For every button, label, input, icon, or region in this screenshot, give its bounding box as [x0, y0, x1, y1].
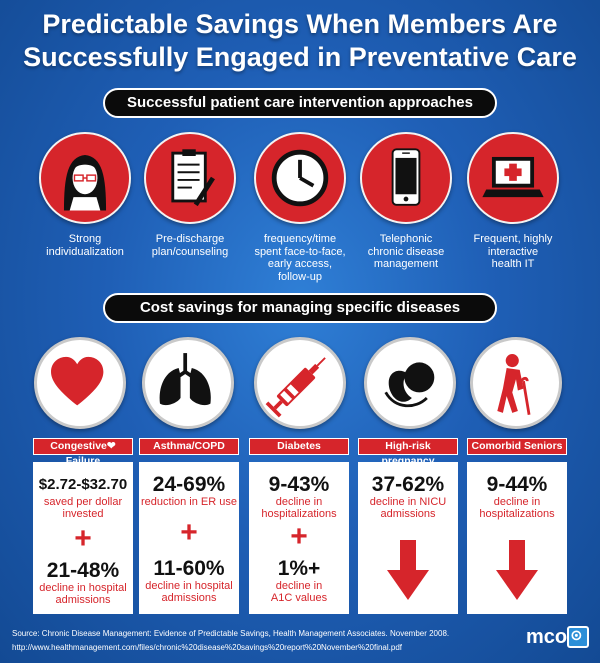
source-citation: Source: Chronic Disease Management: Evid…: [12, 629, 450, 638]
stat-hospital-admissions: 21-48%: [46, 559, 120, 582]
woman-avatar-icon: [39, 132, 131, 224]
page-title: Predictable Savings When Members Are Suc…: [0, 8, 600, 74]
card-asthma-copd: 24-69% reduction in ER use + 11-60% decl…: [139, 462, 239, 614]
label-asthma-copd: Asthma/COPD: [139, 438, 239, 455]
title-line-1: Predictable Savings When Members Are: [42, 9, 558, 39]
stat-nicu-admissions: 37-62%: [371, 473, 445, 496]
card-comorbid-seniors: 9-44% decline in hospitalizations: [467, 462, 567, 614]
label-diabetes: Diabetes: [249, 438, 349, 455]
senior-cane-icon: [470, 337, 562, 429]
card-congestive-heart-failure: $2.72-$32.70 saved per dollar invested +…: [33, 462, 133, 614]
caption-telephonic: Telephonic chronic disease management: [367, 233, 445, 270]
fetus-icon: [364, 337, 456, 429]
caption-frequency-time: frequency/time spent face-to-face, early…: [254, 233, 346, 283]
plus-sign: +: [74, 522, 92, 555]
plus-sign: +: [180, 516, 198, 549]
heart-icon: [34, 337, 126, 429]
card-high-risk-pregnancy: 37-62% decline in NICU admissions: [358, 462, 458, 614]
label-high-risk-pregnancy: High-risk pregnancy: [358, 438, 458, 467]
section-heading-approaches: Successful patient care intervention app…: [103, 88, 497, 118]
label-congestive-heart-failure: Congestive❤Failure: [33, 438, 133, 467]
smartphone-icon: [360, 132, 452, 224]
label-comorbid-seniors: Comorbid Seniors: [467, 438, 567, 455]
card-diabetes: 9-43% decline in hospitalizations + 1%+ …: [249, 462, 349, 614]
down-arrow-icon: [387, 540, 429, 600]
clock-icon: [254, 132, 346, 224]
laptop-medical-icon: [467, 132, 559, 224]
small-heart-icon: ❤: [106, 440, 116, 452]
stat-hospitalizations: 9-44%: [486, 473, 548, 496]
source-url[interactable]: http://www.healthmanagement.com/files/ch…: [12, 643, 402, 652]
caption-pre-discharge: Pre-discharge plan/counseling: [151, 233, 229, 258]
down-arrow-icon: [496, 540, 538, 600]
title-line-2: Successfully Engaged in Preventative Car…: [23, 42, 577, 72]
caption-individualization: Strong individualization: [46, 233, 124, 258]
mcol-logo: mcol: [526, 626, 573, 648]
caption-health-it: Frequent, highly interactive health IT: [473, 233, 553, 270]
stat-savings-per-dollar: $2.72-$32.70: [38, 476, 128, 493]
syringe-icon: [254, 337, 346, 429]
lungs-icon: [142, 337, 234, 429]
mcol-logo-mark-icon: [567, 626, 589, 648]
section-heading-cost-savings: Cost savings for managing specific disea…: [103, 293, 497, 323]
stat-hospital-admissions: 11-60%: [153, 557, 225, 580]
stat-a1c: 1%+: [277, 557, 321, 580]
stat-er-reduction: 24-69%: [152, 473, 226, 496]
clipboard-pen-icon: [144, 132, 236, 224]
plus-sign: +: [290, 520, 308, 553]
stat-hospitalizations: 9-43%: [268, 473, 330, 496]
